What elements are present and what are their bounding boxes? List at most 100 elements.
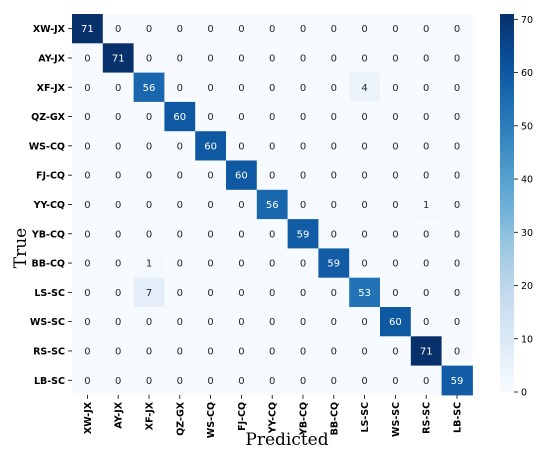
row-tick-label: WS-SC	[30, 317, 65, 328]
col-tick-label: YY-CQ	[268, 402, 279, 434]
heatmap-cell	[318, 219, 350, 249]
heatmap-cell	[349, 336, 381, 367]
heatmap-cell	[133, 219, 165, 249]
col-tick-label: FJ-CQ	[237, 402, 248, 431]
heatmap-cell	[195, 160, 227, 191]
cell-value-label: 0	[177, 229, 183, 240]
heatmap-cell	[195, 365, 227, 396]
cell-value-label: 0	[423, 171, 429, 182]
heatmap-cell	[72, 131, 104, 161]
cell-value-label: 0	[361, 376, 367, 387]
cell-value-label: 0	[361, 317, 367, 328]
heatmap-cell	[256, 101, 289, 132]
heatmap-cell	[164, 160, 196, 191]
heatmap-cell	[287, 248, 319, 279]
heatmap-cell	[226, 219, 258, 249]
heatmap-cell	[441, 277, 473, 308]
heatmap-cell	[195, 14, 227, 44]
cell-value-label: 0	[269, 53, 275, 64]
heatmap-cell	[72, 336, 104, 367]
heatmap-cell	[226, 336, 258, 367]
cell-value-label: 0	[115, 83, 121, 94]
cell-value-label: 0	[300, 200, 306, 211]
cell-value-label: 0	[331, 376, 337, 387]
cell-value-label: 0	[84, 83, 90, 94]
cell-value-label: 60	[173, 112, 186, 123]
heatmap-cell	[410, 336, 443, 367]
cell-value-label: 0	[454, 24, 460, 35]
cell-value-label: 0	[331, 288, 337, 299]
cell-value-label: 0	[331, 200, 337, 211]
cell-value-label: 59	[297, 229, 310, 240]
heatmap-cell	[226, 277, 258, 308]
cell-value-label: 0	[269, 288, 275, 299]
cell-value-label: 0	[361, 259, 367, 270]
heatmap-cell	[256, 219, 289, 249]
cell-value-label: 4	[361, 83, 367, 94]
colorbar-tick-label: 60	[521, 68, 533, 79]
cell-value-label: 0	[300, 259, 306, 270]
heatmap-cell	[72, 365, 104, 396]
heatmap-cell	[256, 336, 289, 367]
cell-value-label: 0	[300, 171, 306, 182]
heatmap-cell	[380, 14, 412, 44]
cell-value-label: 0	[423, 141, 429, 152]
cell-value-label: 0	[115, 259, 121, 270]
heatmap-cell	[287, 365, 319, 396]
col-tick-label: AY-JX	[114, 401, 125, 428]
cell-value-label: 0	[238, 141, 244, 152]
heatmap-cell	[349, 277, 381, 308]
heatmap-cell	[349, 248, 381, 279]
cell-value-label: 0	[392, 288, 398, 299]
cell-value-label: 0	[115, 171, 121, 182]
heatmap-cell	[102, 365, 135, 396]
cell-value-label: 0	[207, 259, 213, 270]
cell-value-label: 0	[361, 141, 367, 152]
cell-value-label: 0	[300, 288, 306, 299]
heatmap-cell	[226, 101, 258, 132]
cell-value-label: 0	[392, 83, 398, 94]
heatmap-cell	[133, 160, 165, 191]
heatmap-cell	[318, 43, 350, 74]
cell-value-label: 0	[331, 171, 337, 182]
row-tick-label: FJ-CQ	[36, 171, 65, 182]
cell-value-label: 0	[177, 317, 183, 328]
cell-value-label: 0	[207, 83, 213, 94]
row-tick-label: QZ-GX	[31, 112, 66, 123]
heatmap-cell	[380, 160, 412, 191]
heatmap-cell	[380, 43, 412, 74]
cell-value-label: 0	[207, 346, 213, 357]
cell-value-label: 0	[361, 229, 367, 240]
cell-value-label: 0	[146, 24, 152, 35]
heatmap-cell	[287, 14, 319, 44]
heatmap-cell	[441, 189, 473, 220]
heatmap-cell	[380, 72, 412, 103]
heatmap-cell	[441, 336, 473, 367]
heatmap-cell	[287, 189, 319, 220]
cell-value-label: 71	[81, 24, 94, 35]
heatmap-cell	[133, 336, 165, 367]
row-tick-label: AY-JX	[38, 53, 65, 64]
col-tick-label: LS-SC	[360, 402, 371, 433]
heatmap-cell	[102, 336, 135, 367]
cell-value-label: 0	[177, 83, 183, 94]
heatmap-cell	[72, 14, 104, 44]
heatmap-cell	[195, 72, 227, 103]
heatmap-cell	[287, 101, 319, 132]
heatmap-cell	[72, 219, 104, 249]
heatmap-cell	[72, 160, 104, 191]
row-tick-label: YY-CQ	[33, 200, 65, 211]
heatmap-cell	[256, 14, 289, 44]
heatmap-cell	[256, 365, 289, 396]
cell-value-label: 0	[269, 259, 275, 270]
row-tick-label: LS-SC	[34, 288, 65, 299]
heatmap-cell	[164, 72, 196, 103]
heatmap-cell	[195, 219, 227, 249]
cell-value-label: 0	[361, 24, 367, 35]
heatmap-cell	[318, 160, 350, 191]
cell-value-label: 0	[238, 376, 244, 387]
heatmap-cell	[380, 336, 412, 367]
cell-value-label: 0	[269, 24, 275, 35]
cell-value-label: 0	[423, 229, 429, 240]
